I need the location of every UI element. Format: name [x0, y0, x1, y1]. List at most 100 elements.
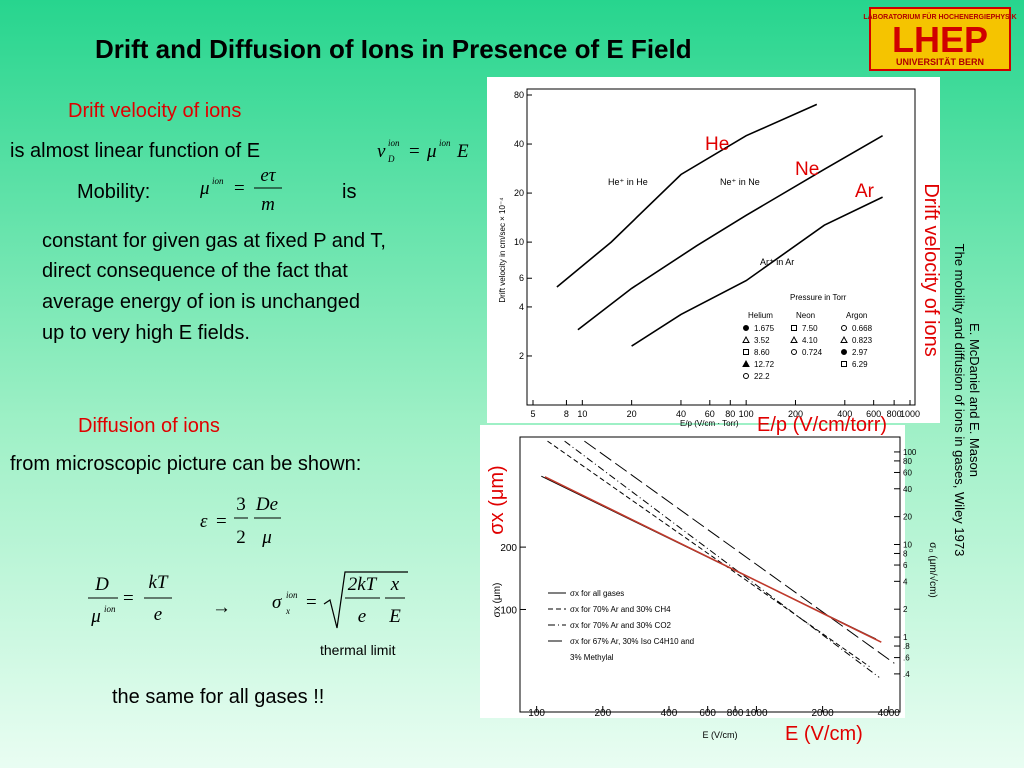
logo: LABORATORIUM FÜR HOCHENERGIEPHYSIK LHEP … — [863, 7, 1017, 71]
formula-token: μ — [261, 527, 272, 548]
table-entry: 0.668 — [852, 324, 873, 333]
formula-token: De — [255, 494, 278, 515]
table-marker — [791, 349, 797, 355]
y-tick-label: 4 — [519, 302, 524, 312]
y2-tick-label: 100 — [903, 448, 917, 457]
table-header: Helium — [748, 311, 773, 320]
legend-note: 3% Methylal — [570, 653, 614, 662]
table-marker — [790, 335, 798, 343]
x-tick-label: 10 — [577, 409, 587, 419]
table-entry: 0.724 — [802, 348, 823, 357]
x-tick-label: 2000 — [811, 708, 834, 719]
formula-energy: ε = 3 2 De μ — [200, 494, 281, 548]
y2-tick-label: 6 — [903, 561, 908, 570]
x-tick-label: 600 — [699, 708, 716, 719]
y2-tick-label: 1 — [903, 633, 908, 642]
logo-main: LHEP — [892, 19, 988, 60]
table-title: Pressure in Torr — [790, 293, 847, 302]
formula-token: μ — [426, 141, 437, 162]
x-tick-label: 80 — [725, 409, 735, 419]
table-entry: 8.60 — [754, 348, 770, 357]
formula-token: 3 — [236, 494, 246, 515]
x-tick-label: 400 — [661, 708, 678, 719]
table-marker — [840, 335, 848, 343]
y2-tick-label: 80 — [903, 457, 912, 466]
y-tick-label: 100 — [500, 605, 517, 616]
series-line — [577, 135, 883, 331]
plot1-panel — [487, 77, 940, 423]
thermal-limit: thermal limit — [320, 642, 396, 658]
mobility-label: Mobility: — [77, 181, 150, 203]
formula-ratio: D μ ion = kT e — [88, 572, 172, 627]
y2-tick-label: 10 — [903, 540, 912, 549]
table-entry: 3.52 — [754, 336, 770, 345]
y-tick-label: 20 — [514, 188, 524, 198]
vertical-label: Drift velocity of ions — [920, 183, 942, 356]
annotation: He⁺ in He — [608, 177, 648, 187]
table-marker — [743, 373, 749, 379]
x-tick-label: 100 — [528, 708, 545, 719]
x-tick-label: 600 — [866, 409, 881, 419]
x-tick-label: 800 — [887, 409, 902, 419]
x-tick-label: 20 — [627, 409, 637, 419]
legend-label: σx for all gases — [570, 589, 624, 598]
series-line — [584, 440, 895, 664]
table-entry: 7.50 — [802, 324, 818, 333]
table-entry: 2.97 — [852, 348, 868, 357]
series-line — [631, 196, 883, 347]
series-name: Ne — [795, 159, 819, 180]
formula-token: ion — [212, 176, 224, 186]
is-text: is — [342, 181, 356, 203]
ep-label: E/p (V/cm/torr) — [757, 414, 887, 436]
y2-tick-label: 40 — [903, 485, 912, 494]
formula-mobility: μ ion = eτ m — [199, 165, 282, 215]
formula-token: x — [390, 574, 400, 595]
plot-frame — [519, 436, 901, 713]
y-tick-label: 10 — [514, 237, 524, 247]
drift-heading: Drift velocity of ions — [68, 100, 241, 122]
table-entry: 4.10 — [802, 336, 818, 345]
x-tick-label: 100 — [739, 409, 754, 419]
legend-label: σx for 70% Ar and 30% CH4 — [570, 605, 671, 614]
table-marker — [743, 349, 749, 355]
formula-token: 2kT — [348, 574, 378, 595]
annotation: Ar⁺ in Ar — [760, 257, 794, 267]
table-entry: 22.2 — [754, 372, 770, 381]
table-header: Argon — [846, 311, 867, 320]
slide-title: Drift and Diffusion of Ions in Presence … — [95, 34, 692, 64]
formula-token: ε — [200, 511, 208, 532]
x-tick-label: 8 — [564, 409, 569, 419]
formula-token: e — [154, 604, 162, 625]
x-tick-label: 1000 — [745, 708, 768, 719]
sqrt-sign — [323, 571, 408, 629]
table-marker — [743, 325, 749, 331]
table-header: Neon — [796, 311, 815, 320]
series-name: Ar — [855, 181, 875, 202]
series-line — [544, 476, 882, 643]
annotation: Ne⁺ in Ne — [720, 177, 760, 187]
y-tick-label: 200 — [500, 543, 517, 554]
y2-tick-label: 4 — [903, 577, 908, 586]
formula-token: ion — [286, 590, 298, 600]
formula-token: μ — [199, 178, 210, 199]
formula-drift: v ion D = μ ion E — [377, 138, 469, 164]
formula-token: = — [216, 511, 227, 532]
table-marker — [841, 325, 847, 331]
formula-token: x — [285, 606, 290, 616]
table-entry: 12.72 — [754, 360, 775, 369]
y2-tick-label: 60 — [903, 468, 912, 477]
formula-token: 2 — [236, 527, 246, 548]
drift-text: is almost linear function of E — [10, 140, 260, 162]
citation-line: The mobility and diffusion of ions in ga… — [952, 244, 967, 557]
same-text: the same for all gases !! — [112, 686, 324, 708]
legend-label: σx for 70% Ar and 30% CO2 — [570, 621, 672, 630]
formula-token: D — [94, 574, 109, 595]
logo-bottom: UNIVERSITÄT BERN — [896, 57, 984, 67]
series-line — [556, 103, 818, 288]
x-tick-label: 60 — [705, 409, 715, 419]
formula-token: = — [306, 592, 317, 613]
x-tick-label: 800 — [727, 708, 744, 719]
paragraph-line: average energy of ion is unchanged — [42, 291, 360, 313]
x-tick-label: 200 — [594, 708, 611, 719]
